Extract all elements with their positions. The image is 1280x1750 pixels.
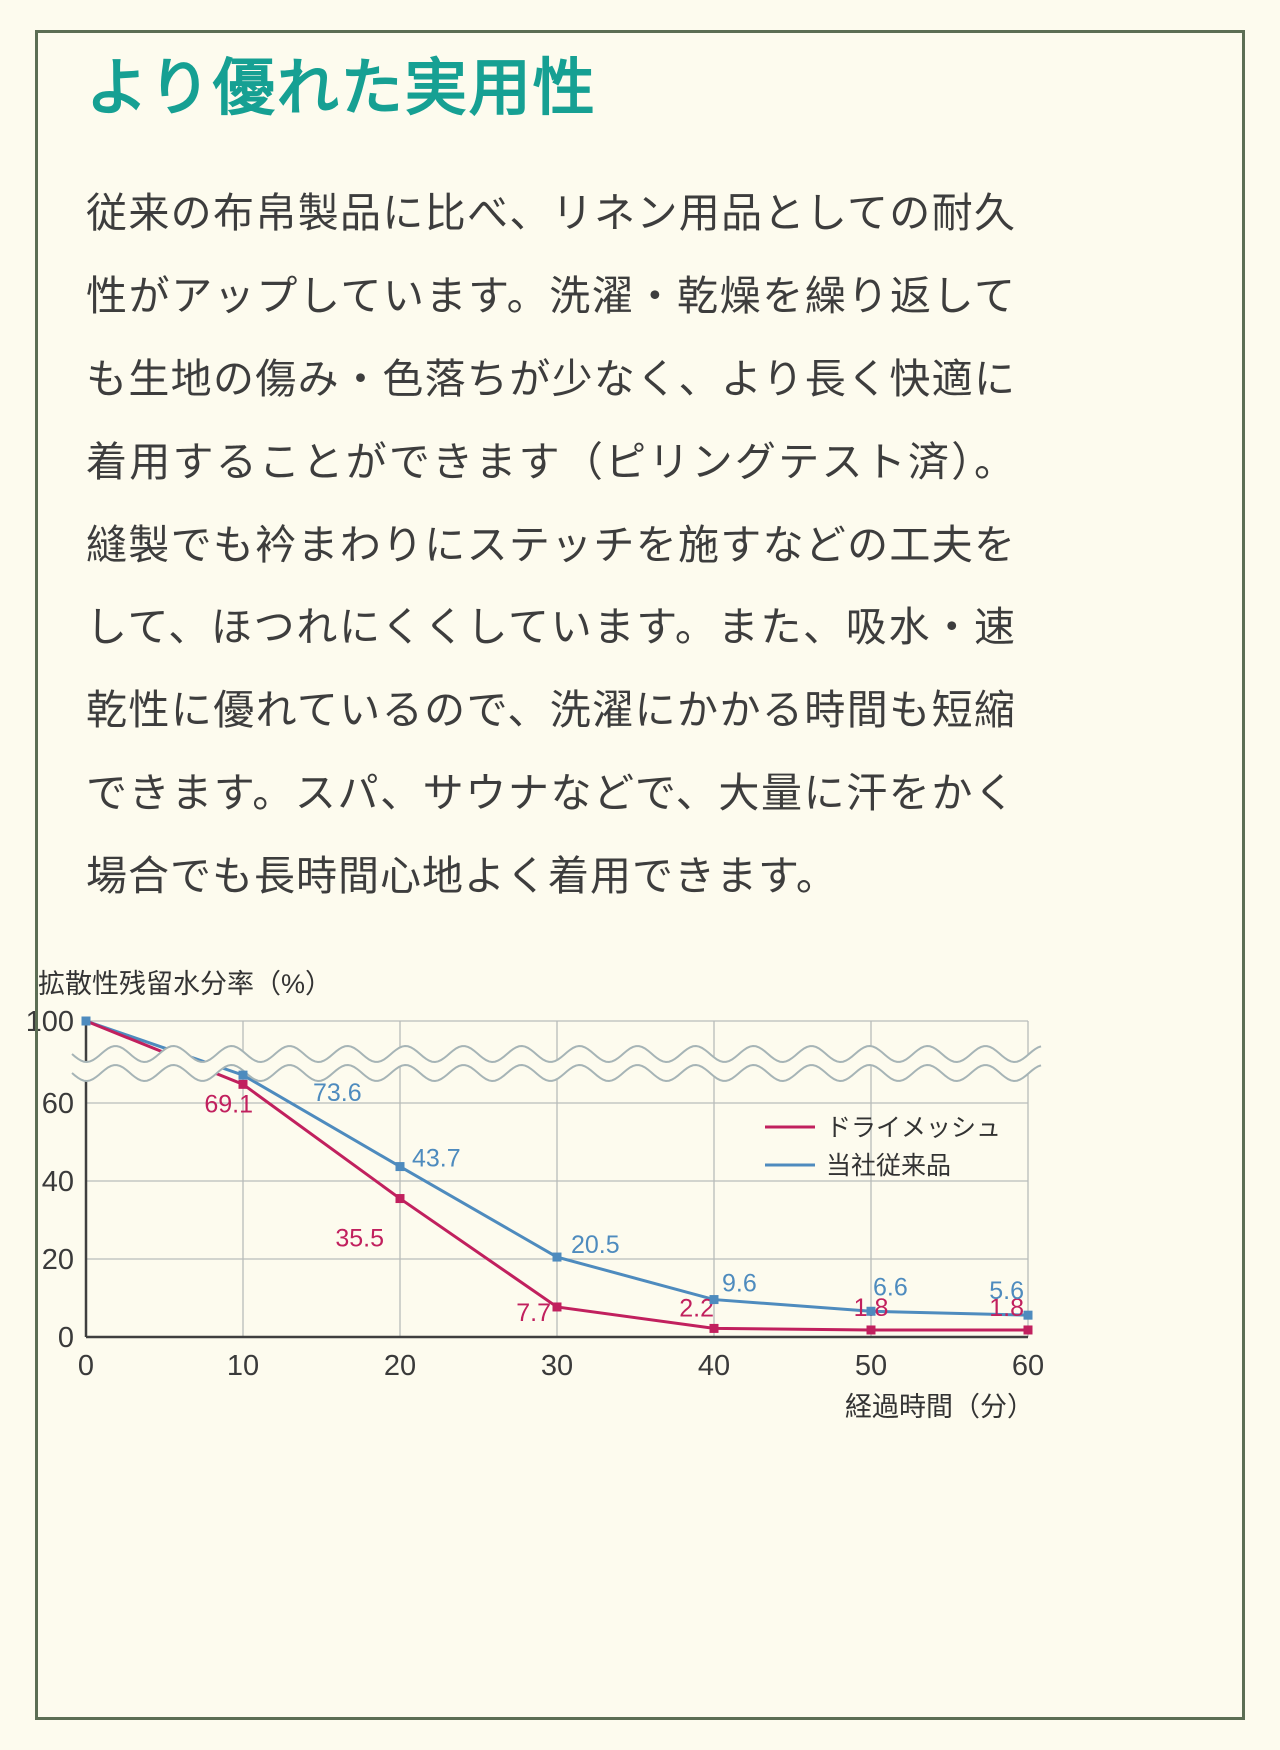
value-label: 2.2 (679, 1294, 714, 1322)
y-tick-label: 60 (42, 1088, 74, 1120)
data-point-marker (395, 1161, 405, 1171)
axis-break-band (72, 1045, 1041, 1081)
y-tick-label: 40 (42, 1166, 74, 1198)
value-label: 9.6 (722, 1269, 757, 1297)
data-point-marker (552, 1252, 562, 1262)
x-tick-label: 10 (227, 1350, 259, 1382)
value-label: 73.6 (313, 1079, 362, 1107)
chart-section: 拡散性残留水分率（%） 0 20 40 60 100 0 10 20 30 40 50 60 69.1 3… (28, 962, 1128, 1424)
x-tick-label: 40 (698, 1350, 730, 1382)
data-point-marker (1023, 1310, 1033, 1320)
axis-break-wave-top (71, 1044, 1042, 1063)
decorative-frame (35, 30, 1245, 1720)
value-label: 1.8 (989, 1294, 1024, 1322)
data-point-marker (709, 1294, 719, 1304)
x-tick-label: 50 (855, 1350, 887, 1382)
data-point-marker (395, 1193, 405, 1203)
axis-break-wave-bottom (71, 1063, 1042, 1082)
data-point-marker (552, 1302, 562, 1312)
y-tick-label: 20 (42, 1244, 74, 1276)
x-tick-label: 0 (78, 1350, 94, 1382)
data-point-marker (1023, 1325, 1033, 1335)
legend-label: ドライメッシュ (826, 1114, 1001, 1142)
page-title: より優れた実用性 (86, 54, 597, 123)
x-tick-label: 60 (1012, 1350, 1044, 1382)
value-label: 5.6 (989, 1277, 1024, 1305)
body-paragraph: 従来の布帛製品に比べ、リネン用品としての耐久性がアップしています。洗濯・乾燥を繰… (86, 190, 1016, 899)
x-tick-label: 30 (541, 1350, 573, 1382)
data-point-marker (709, 1323, 719, 1333)
x-tick-label: 20 (384, 1350, 416, 1382)
data-point-marker (81, 1016, 91, 1026)
value-label: 7.7 (516, 1299, 551, 1327)
value-label: 35.5 (335, 1224, 384, 1252)
value-label: 43.7 (412, 1144, 461, 1172)
chart-y-axis-title: 拡散性残留水分率（%） (38, 968, 333, 999)
value-label: 6.6 (873, 1273, 908, 1301)
value-label: 20.5 (571, 1231, 620, 1259)
data-point-marker (238, 1070, 248, 1080)
y-tick-label: 0 (58, 1322, 74, 1354)
page: より優れた実用性 従来の布帛製品に比べ、リネン用品としての耐久性がアップしていま… (28, 54, 1128, 1424)
data-point-marker (866, 1306, 876, 1316)
chart-x-axis-title: 経過時間（分） (845, 1391, 1034, 1422)
data-point-marker (238, 1079, 248, 1089)
data-point-marker (866, 1325, 876, 1335)
legend-label: 当社従来品 (826, 1152, 951, 1180)
value-label: 69.1 (204, 1090, 253, 1118)
